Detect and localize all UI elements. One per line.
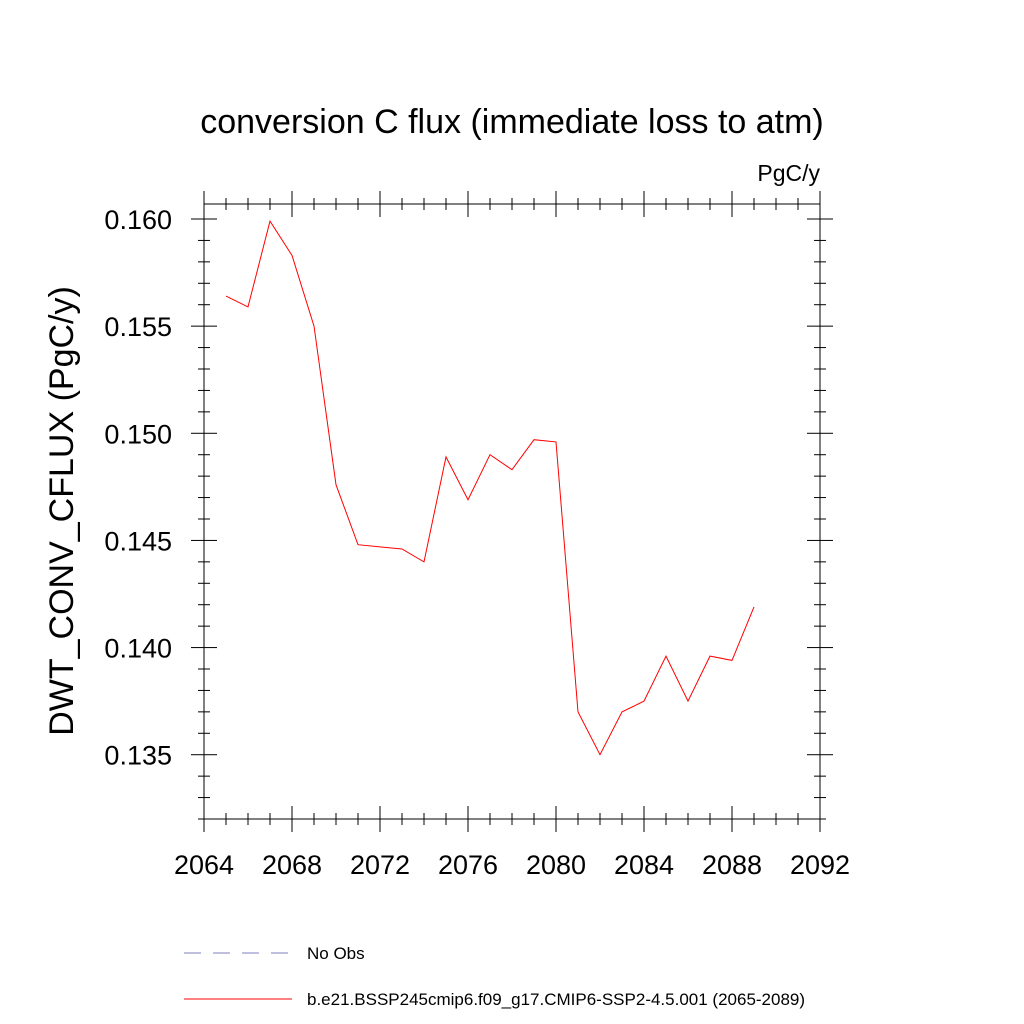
series-layer: [225, 219, 755, 756]
x-tick-label: 2068: [262, 850, 322, 880]
legend-entry-no-obs: No Obs: [184, 944, 365, 963]
y-tick-label: 0.145: [104, 526, 172, 556]
y-tick-label: 0.140: [104, 634, 172, 664]
x-tick-label: 2080: [526, 850, 586, 880]
y-tick-label: 0.160: [104, 205, 172, 235]
x-tick-label: 2092: [790, 850, 850, 880]
y-tick-label: 0.150: [104, 419, 172, 449]
axis-ticks: 2064 2068 2072 2076 2080 2084 2088 2092 0.135 0.1…: [104, 191, 850, 880]
x-tick-label: 2072: [350, 850, 410, 880]
y-tick-label: 0.135: [104, 741, 172, 771]
y-tick-label: 0.155: [104, 312, 172, 342]
x-tick-label: 2084: [614, 850, 674, 880]
series-line: [225, 219, 755, 756]
legend-label-model: b.e21.BSSP245cmip6.f09_g17.CMIP6-SSP2-4.…: [307, 990, 805, 1009]
legend-label-no-obs: No Obs: [307, 944, 365, 963]
x-tick-label: 2076: [438, 850, 498, 880]
x-tick-label: 2064: [174, 850, 234, 880]
legend: No Obs b.e21.BSSP245cmip6.f09_g17.CMIP6-…: [184, 944, 805, 1009]
x-tick-label: 2088: [702, 850, 762, 880]
legend-entry-model: b.e21.BSSP245cmip6.f09_g17.CMIP6-SSP2-4.…: [184, 990, 805, 1009]
y-axis-label: DWT_CONV_CFLUX (PgC/y): [43, 286, 81, 736]
units-label: PgC/y: [757, 160, 820, 186]
chart-title: conversion C flux (immediate loss to atm…: [200, 103, 824, 141]
plot-frame: [203, 203, 821, 820]
